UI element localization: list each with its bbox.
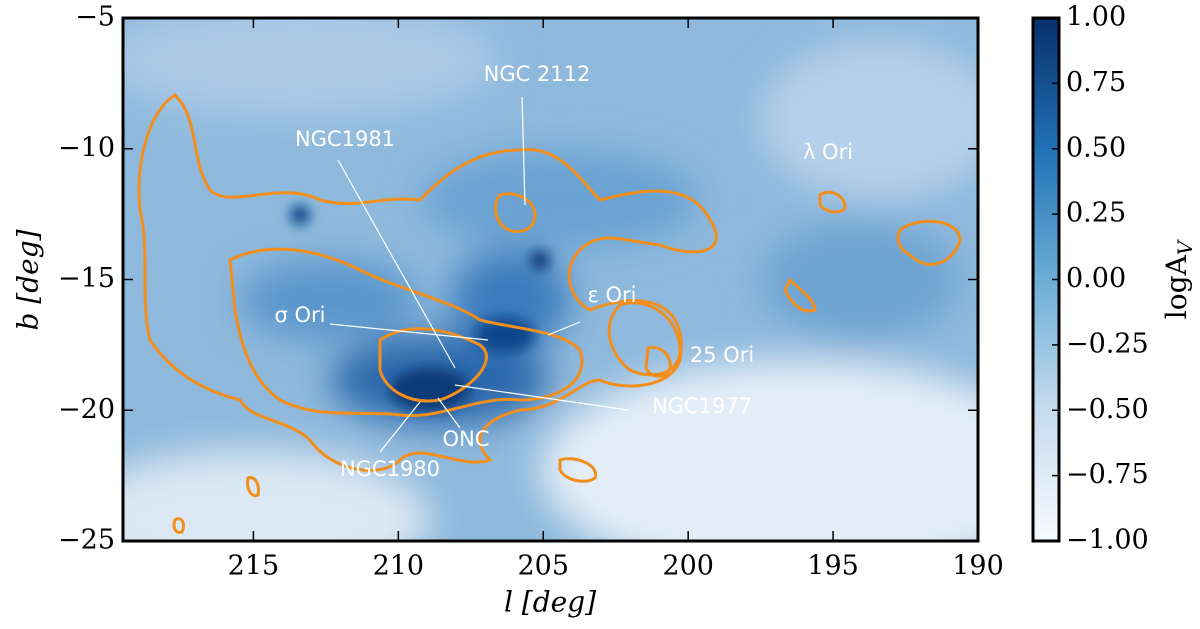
annotation-leaders (329, 96, 629, 453)
colorbar-tick-label: 0.75 (1066, 67, 1126, 98)
colorbar-tick-label: 0.25 (1066, 198, 1126, 229)
y-tick-label: −20 (58, 394, 115, 425)
colorbar-tick-label: −0.25 (1066, 328, 1149, 359)
annotation: σ Ori (275, 303, 326, 327)
annotation: 25 Ori (690, 343, 754, 367)
annotation: NGC 2112 (484, 62, 591, 86)
y-tick-label: −5 (75, 2, 115, 33)
annotation: NGC1981 (295, 127, 395, 151)
x-tick-label: 210 (373, 551, 425, 582)
colorbar-label: logAV (1160, 238, 1197, 319)
x-tick-label: 215 (228, 551, 280, 582)
x-tick-label: 190 (952, 551, 1004, 582)
colorbar-tick-label: −0.75 (1066, 459, 1149, 490)
colorbar-tick-label: −0.50 (1066, 394, 1149, 425)
annotation: ONC (443, 427, 490, 451)
colorbar-label-main: logA (1160, 254, 1193, 319)
x-tick-label: 195 (807, 551, 859, 582)
annotation: NGC1980 (340, 457, 440, 481)
x-tick-label: 200 (662, 551, 714, 582)
y-tick-label: −15 (58, 263, 115, 294)
colorbar-tick-label: −1.00 (1066, 525, 1149, 556)
annotations: NGC 2112 NGC1981 λ Ori σ Ori ε Ori 25 Ori NGC1… (275, 62, 854, 481)
annotation: ε Ori (587, 283, 636, 307)
colorbar-tick-label: 1.00 (1066, 2, 1126, 33)
colorbar-label-sub: V (1173, 238, 1197, 255)
contours (137, 93, 962, 534)
x-axis-label: l [deg] (504, 586, 596, 619)
annotation: NGC1977 (652, 394, 752, 418)
y-tick-label: −25 (58, 525, 115, 556)
colorbar-tick-label: 0.00 (1066, 263, 1126, 294)
colorbar-tick-label: 0.50 (1066, 132, 1126, 163)
y-tick-label: −10 (58, 132, 115, 163)
annotation: λ Ori (803, 140, 853, 164)
extinction-map (123, 18, 978, 541)
x-tick-label: 205 (517, 551, 569, 582)
y-axis-label: b [deg] (12, 229, 45, 330)
